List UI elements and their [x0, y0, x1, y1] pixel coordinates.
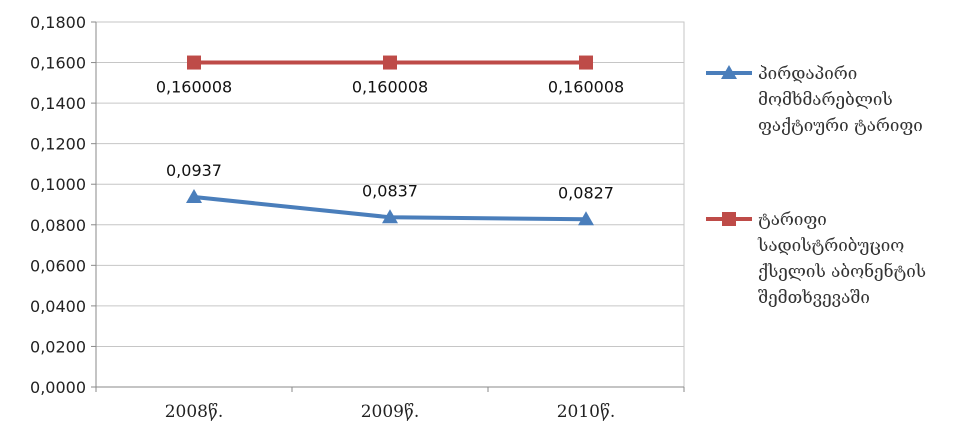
data-point	[578, 211, 594, 226]
y-axis: 0,0000 0,0200 0,0400 0,0600 0,0800 0,1000 0,12…	[30, 13, 97, 397]
data-label: 0,160008	[156, 78, 232, 97]
y-tick-label: 0,1400	[30, 94, 86, 113]
y-tick-label: 0,0800	[30, 216, 86, 235]
data-point	[383, 55, 397, 70]
data-label: 0,0827	[558, 183, 614, 202]
data-point	[382, 209, 398, 224]
data-label: 0,0837	[362, 181, 418, 200]
y-tick-label: 0,1000	[30, 175, 86, 194]
legend-label: ფაქტიური ტარიფი	[758, 116, 923, 136]
data-label: 0,0937	[166, 161, 222, 180]
x-tick-label: 2010წ.	[557, 402, 616, 422]
legend-marker	[721, 65, 737, 79]
legend-item-2: ტარიფი სადისტრიბუციო ქსელის აბონენტის შემთხ…	[706, 210, 926, 308]
plot-area	[95, 21, 685, 388]
legend-label: პირდაპირი	[758, 64, 857, 84]
series-2: 0,160008 0,160008 0,160008	[156, 55, 624, 97]
x-tick-label: 2009წ.	[361, 402, 420, 422]
data-label: 0,160008	[352, 78, 428, 97]
data-point	[186, 188, 202, 203]
y-tick-label: 0,1800	[30, 13, 86, 32]
legend-item-1: პირდაპირი მომხმარებლის ფაქტიური ტარიფი	[706, 64, 923, 136]
legend-marker	[722, 212, 736, 226]
legend: პირდაპირი მომხმარებლის ფაქტიური ტარიფი ტარი…	[706, 64, 926, 308]
legend-label: მომხმარებლის	[758, 90, 893, 110]
data-label: 0,160008	[548, 78, 624, 97]
y-tick-label: 0,0600	[30, 256, 86, 275]
y-tick-label: 0,0400	[30, 297, 86, 316]
x-axis: 2008წ. 2009წ. 2010წ.	[95, 386, 685, 422]
data-point	[579, 55, 593, 70]
y-tick-label: 0,0200	[30, 337, 86, 356]
y-tick-label: 0,1200	[30, 135, 86, 154]
legend-label: ქსელის აბონენტის	[758, 262, 926, 282]
x-tick-label: 2008წ.	[165, 402, 224, 422]
legend-label: სადისტრიბუციო	[757, 236, 904, 256]
y-tick-label: 0,1600	[30, 54, 86, 73]
legend-label: ტარიფი	[758, 210, 827, 230]
series-1: 0,0937 0,0837 0,0827	[166, 161, 614, 226]
data-point	[187, 55, 201, 70]
y-tick-label: 0,0000	[30, 378, 86, 397]
legend-label: შემთხვევაში	[758, 288, 870, 308]
